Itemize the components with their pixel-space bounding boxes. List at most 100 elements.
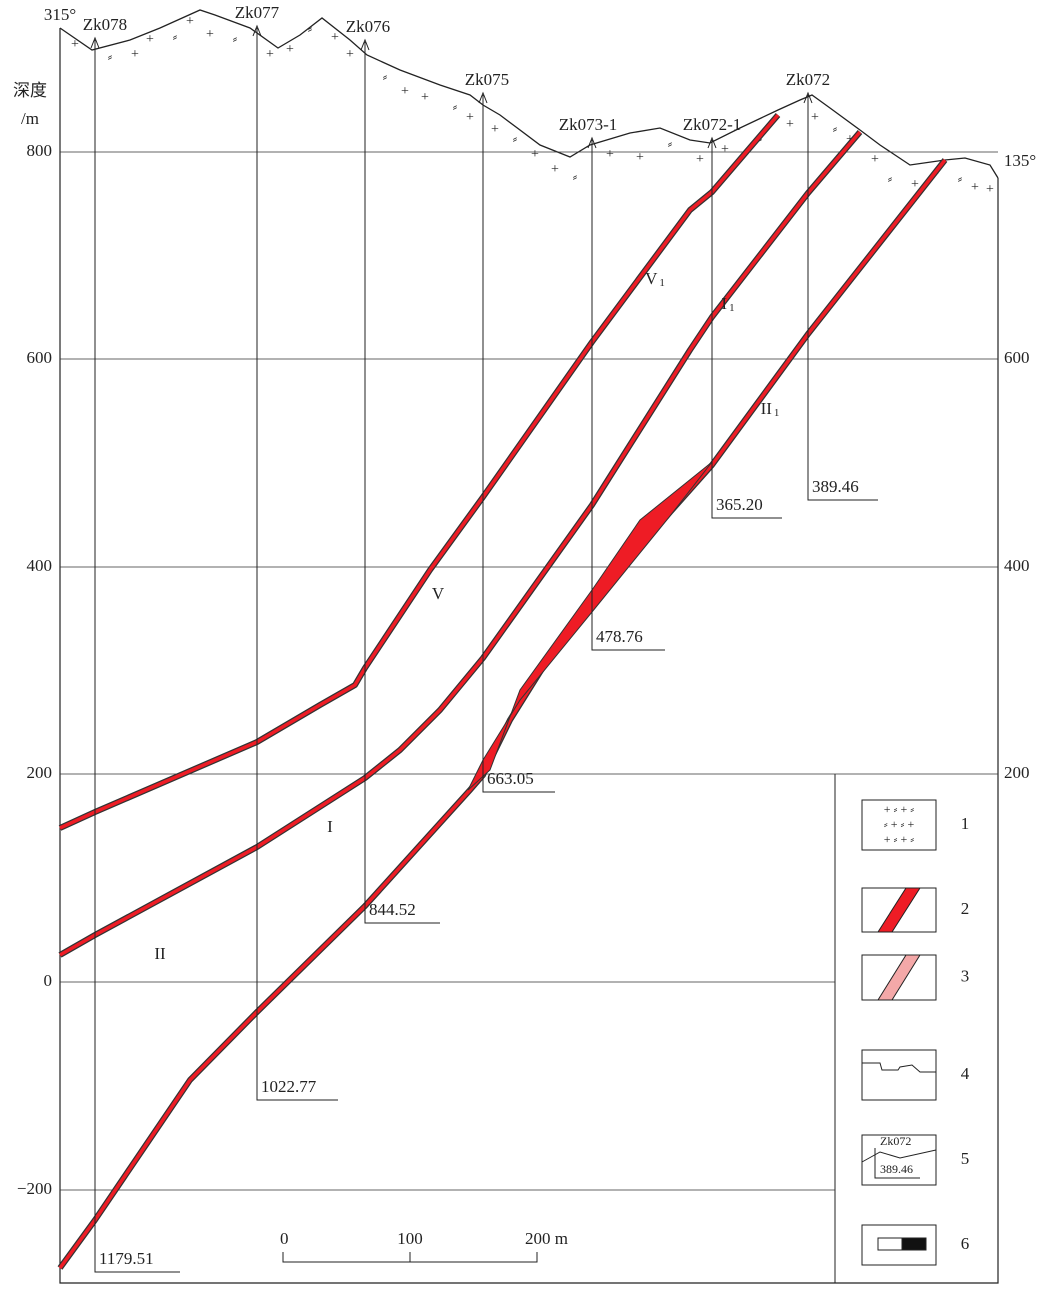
vein-name: II	[154, 944, 166, 963]
vein-name: V	[645, 269, 658, 288]
vein-outline	[60, 115, 778, 828]
hole-name: Zk076	[346, 17, 390, 36]
drill-hole	[257, 28, 338, 1100]
legend-number: 2	[961, 899, 970, 918]
rock-symbol: +	[696, 152, 704, 167]
hole-name: Zk078	[83, 15, 127, 34]
drill-hole	[365, 42, 440, 923]
vein-label: I	[327, 817, 333, 836]
rock-symbol: +	[871, 152, 879, 167]
depth-label: 600	[27, 348, 53, 367]
rock-symbol: ⸗	[573, 170, 578, 185]
hole-name: Zk072	[786, 70, 830, 89]
frame	[60, 28, 998, 1283]
vein	[60, 115, 778, 828]
legend-bar-white	[878, 1238, 902, 1250]
hole-depth: 844.52	[369, 900, 416, 919]
legend-hole-depth: 389.46	[880, 1162, 913, 1176]
rock-symbol: +	[286, 42, 294, 57]
vein-subscript: 1	[774, 407, 780, 419]
vein-label: II1	[761, 399, 780, 419]
legend-swatch	[878, 888, 920, 932]
legend-hole-name: Zk072	[880, 1134, 911, 1148]
rock-symbol: +	[491, 122, 499, 137]
rock-symbol: +	[971, 180, 979, 195]
hole-depth: 663.05	[487, 769, 534, 788]
rock-symbol: +	[531, 147, 539, 162]
rock-symbol: +	[551, 162, 559, 177]
rock-symbol: +	[466, 110, 474, 125]
legend-number: 6	[961, 1234, 970, 1253]
rock-symbol: ⸗	[888, 172, 893, 187]
azimuth-label: 135°	[1004, 151, 1036, 170]
depth-label: −200	[17, 1179, 52, 1198]
rock-symbol: +	[811, 110, 819, 125]
rock-symbol: ⸗	[233, 32, 238, 47]
legend-bar-black	[902, 1238, 926, 1250]
legend-number: 5	[961, 1149, 970, 1168]
hole-name: Zk072-1	[683, 115, 742, 134]
hole-name: Zk075	[465, 70, 509, 89]
hole-depth: 1179.51	[99, 1249, 154, 1268]
depth-label: 200	[1004, 763, 1030, 782]
rock-symbol: +	[71, 37, 79, 52]
legend-number: 1	[961, 814, 970, 833]
legend-number: 3	[961, 966, 970, 985]
depth-label: 0	[44, 971, 53, 990]
legend-topo	[862, 1150, 936, 1162]
rock-symbol: +	[206, 27, 214, 42]
topography	[60, 10, 998, 178]
legend-symbol: + ⸗ + ⸗	[884, 802, 915, 816]
scale-label: 0	[280, 1229, 289, 1248]
hole-name: Zk073-1	[559, 115, 618, 134]
rock-symbol: ⸗	[668, 137, 673, 152]
rock-symbol: ⸗	[383, 70, 388, 85]
rock-symbol: +	[986, 182, 994, 197]
depth-label: 600	[1004, 348, 1030, 367]
rock-symbol: +	[146, 32, 154, 47]
rock-symbol: +	[346, 47, 354, 62]
vein-subscript: 1	[729, 302, 735, 314]
hole-depth: 1022.77	[261, 1077, 317, 1096]
rock-symbol: +	[401, 84, 409, 99]
legend-symbol: ⸗ + ⸗ +	[884, 817, 915, 831]
rock-symbol: ⸗	[453, 100, 458, 115]
rock-symbol: +	[721, 142, 729, 157]
legend-swatch	[878, 955, 920, 1000]
rock-symbol: +	[421, 90, 429, 105]
hole-name: Zk077	[235, 3, 280, 22]
legend-number: 4	[961, 1064, 970, 1083]
rock-symbol: +	[266, 47, 274, 62]
rock-symbol: +	[606, 147, 614, 162]
depth-label: 400	[27, 556, 53, 575]
depth-title: 深度	[13, 81, 47, 100]
rock-symbol: +	[331, 30, 339, 45]
depth-unit: /m	[21, 109, 39, 128]
rock-symbol: +	[636, 150, 644, 165]
vein-label: V	[432, 584, 445, 603]
vein-name: I	[721, 294, 727, 313]
legend-box	[862, 1050, 936, 1100]
scale-label: 100	[397, 1229, 423, 1248]
vein-label: II	[154, 944, 166, 963]
cross-section: 315° 135° 深度 /m 8006004002000−2006004002…	[0, 0, 1044, 1293]
drill-hole	[712, 140, 782, 518]
rock-symbol: ⸗	[108, 50, 113, 65]
hole-depth: 389.46	[812, 477, 859, 496]
rock-symbol: +	[186, 14, 194, 29]
vein	[60, 160, 945, 1268]
scale-label: 200 m	[525, 1229, 568, 1248]
hole-depth: 365.20	[716, 495, 763, 514]
rock-symbol: ⸗	[308, 22, 313, 37]
hole-depth: 478.76	[596, 627, 643, 646]
depth-label: 200	[27, 763, 53, 782]
drill-hole	[95, 40, 180, 1272]
vein-name: V	[432, 584, 445, 603]
rock-symbol: ⸗	[173, 30, 178, 45]
azimuth-label: 315°	[44, 5, 76, 24]
rock-symbol: ⸗	[513, 132, 518, 147]
rock-symbol: ⸗	[958, 172, 963, 187]
legend-symbol: + ⸗ + ⸗	[884, 832, 915, 846]
vein-name: I	[327, 817, 333, 836]
